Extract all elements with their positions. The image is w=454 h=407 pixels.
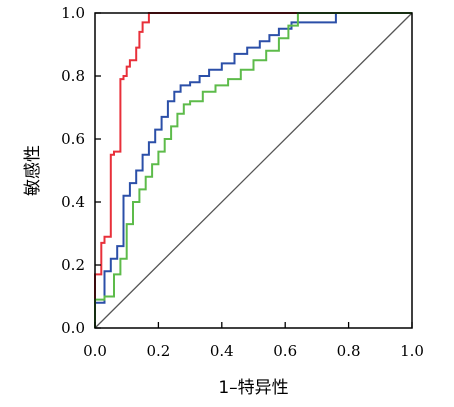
x-tick-label: 0.2: [146, 342, 170, 360]
x-tick-label: 0.0: [83, 342, 107, 360]
series-layer: [94, 12, 412, 328]
y-tick-label: 0.8: [61, 67, 85, 85]
y-tick-label: 0.6: [61, 130, 85, 148]
x-tick-label: 0.6: [273, 342, 297, 360]
y-tick-label: 1.0: [61, 4, 85, 22]
y-tick-label: 0.0: [61, 319, 85, 337]
reference-diagonal-line: [94, 12, 413, 329]
roc-curve-green: [94, 12, 412, 328]
y-axis: 0.0 0.2 0.4 0.6 0.8 1.0: [61, 4, 101, 337]
y-tick-label: 0.2: [61, 256, 85, 274]
reference-layer: [94, 12, 413, 329]
x-axis-title: 1–特异性: [218, 378, 288, 398]
x-axis: 0.0 0.2 0.4 0.6 0.8 1.0: [83, 322, 424, 360]
x-tick-label: 1.0: [400, 342, 424, 360]
y-axis-title: 敏感性: [23, 145, 43, 196]
roc-curve-red: [94, 12, 412, 328]
x-tick-label: 0.4: [210, 342, 234, 360]
y-tick-label: 0.4: [61, 193, 85, 211]
roc-curve-blue: [94, 12, 412, 328]
x-tick-label: 0.8: [337, 342, 361, 360]
plot-area-frame: [94, 12, 413, 329]
